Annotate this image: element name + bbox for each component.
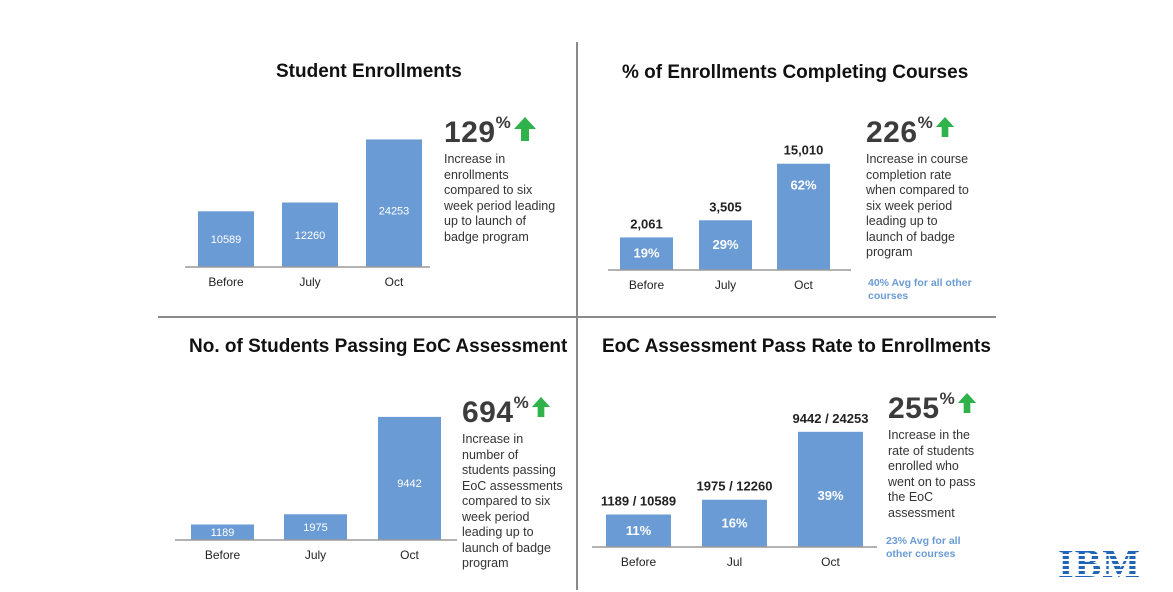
stat-description: Increase in course completion rate when co… (866, 152, 969, 259)
stat-unit: % (917, 113, 933, 132)
x-tick-label: Oct (821, 555, 840, 569)
note-pass-rate: 23% Avg for all other courses (886, 535, 961, 560)
bar-july (284, 514, 347, 540)
x-tick-label: July (305, 548, 326, 562)
x-tick-label: Before (205, 548, 241, 562)
x-tick-label: Before (629, 278, 665, 292)
chart-title-passing-eoc: No. of Students Passing EoC Assessment (189, 336, 568, 357)
bar-before (198, 211, 254, 267)
stat-unit: % (495, 113, 511, 132)
bar-oct (366, 139, 422, 267)
chart-passing-eoc: 1189 Before 1975 July 9442 Oct (175, 416, 457, 562)
bar-label: 11% (626, 523, 652, 538)
chart-student-enrollments: 10589 Before 12260 July 24253 Oct (185, 139, 430, 289)
x-tick-label: Jul (727, 555, 742, 569)
bar-label: 39% (817, 488, 843, 503)
bar-oct (777, 163, 830, 270)
up-arrow-icon (957, 392, 977, 419)
stat-value: 694 (462, 396, 514, 429)
above-label: 2,061 (630, 216, 663, 231)
stat-passing-eoc: 694% Increase in number of students passin… (462, 393, 563, 572)
x-tick-label: Oct (794, 278, 813, 292)
stat-pass-rate: 255% Increase in the rate of students enro… (888, 389, 977, 521)
up-arrow-icon (935, 116, 955, 143)
bar-label: 9442 (397, 478, 421, 490)
horizontal-divider (158, 316, 996, 318)
chart-title-student-enrollments: Student Enrollments (276, 61, 462, 82)
bar-july (282, 202, 338, 267)
bar-label: 19% (633, 246, 659, 261)
stat-description: Increase in enrollments compared to six wee… (444, 152, 556, 244)
bar-label: 16% (721, 515, 747, 530)
note-completing-courses: 40% Avg for all other courses (868, 277, 972, 302)
chart-pass-rate: 11% 1189 / 10589 Before 16% 1975 / 12260 Jul 3… (592, 411, 877, 569)
x-tick-label: Oct (400, 548, 419, 562)
bar-july (699, 220, 752, 270)
stat-unit: % (939, 389, 955, 408)
chart-title-completing-courses: % of Enrollments Completing Courses (622, 62, 969, 83)
x-tick-label: Before (621, 555, 657, 569)
ibm-logo: IBM (1058, 544, 1141, 584)
stat-description: Increase in number of students passing EoC … (462, 432, 563, 570)
bar-oct (378, 416, 441, 540)
bar-before (606, 514, 671, 547)
above-label: 1189 / 10589 (601, 494, 676, 509)
chart-title-pass-rate: EoC Assessment Pass Rate to Enrollments (602, 336, 991, 357)
bar-label: 12260 (295, 230, 326, 242)
x-tick-label: July (299, 275, 320, 289)
above-label: 3,505 (709, 199, 742, 214)
bar-label: 1189 (211, 527, 235, 539)
stat-value: 129 (444, 116, 496, 149)
ibm-logo-text: IBM (1058, 541, 1141, 586)
x-tick-label: Oct (385, 275, 404, 289)
bar-oct (798, 431, 863, 547)
above-label: 1975 / 12260 (697, 479, 773, 494)
bar-before (620, 237, 673, 270)
up-arrow-icon (531, 396, 551, 423)
bar-label: 62% (790, 178, 816, 193)
stat-value: 255 (888, 392, 940, 425)
bar-jul (702, 499, 767, 547)
stat-completing-courses: 226% Increase in course completion rate wh… (866, 113, 969, 261)
bar-before (191, 524, 254, 540)
stat-student-enrollments: 129% Increase in enrollments compared to s… (444, 113, 556, 245)
bar-label: 1975 (303, 522, 327, 534)
above-label: 9442 / 24253 (793, 411, 869, 426)
bar-label: 10589 (211, 234, 242, 246)
bar-label: 24253 (379, 205, 410, 217)
above-label: 15,010 (784, 143, 824, 158)
stat-unit: % (513, 393, 529, 412)
bar-label: 29% (712, 237, 738, 252)
up-arrow-icon (513, 116, 537, 147)
x-tick-label: July (715, 278, 736, 292)
chart-completing-courses: 19% 2,061 Before 29% 3,505 July 62% 15,010 Oct (608, 143, 851, 292)
x-tick-label: Before (208, 275, 244, 289)
stat-description: Increase in the rate of students enrolled … (888, 428, 976, 520)
stat-value: 226 (866, 116, 918, 149)
